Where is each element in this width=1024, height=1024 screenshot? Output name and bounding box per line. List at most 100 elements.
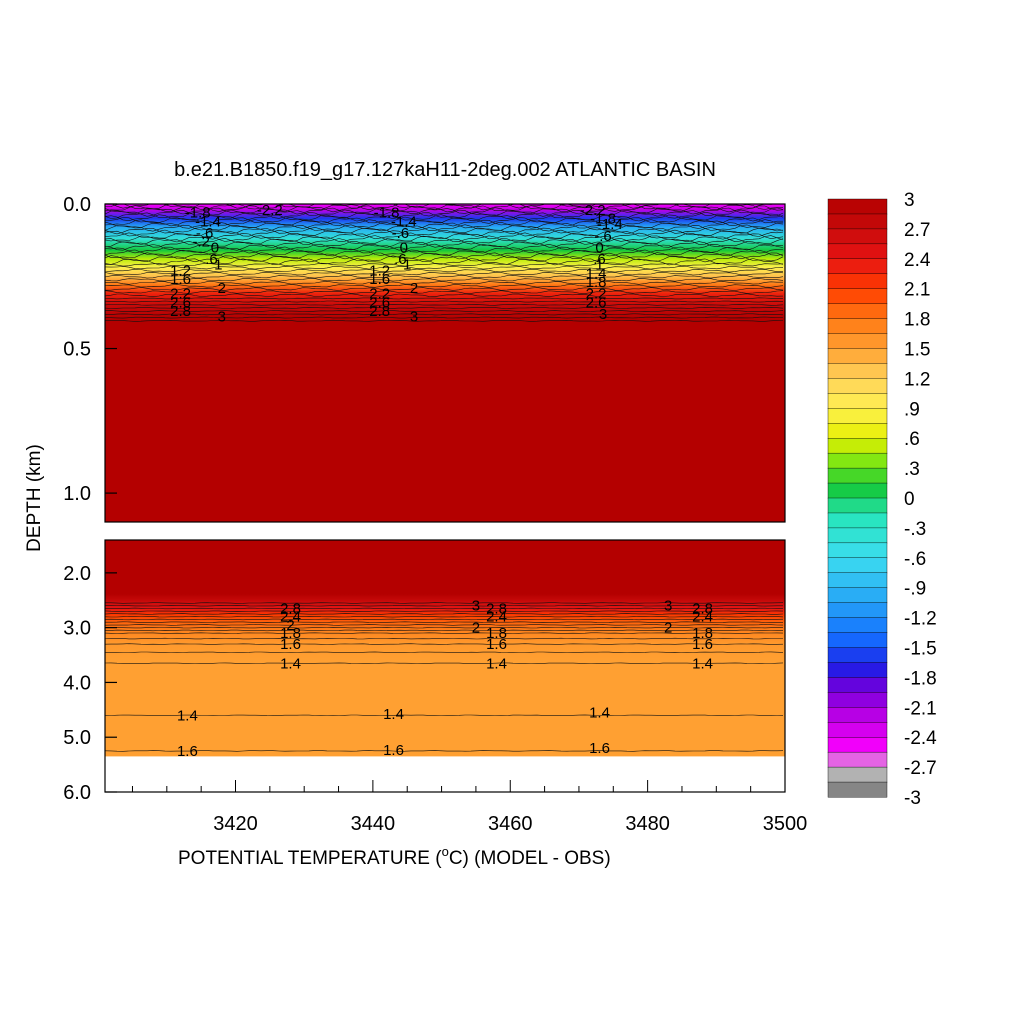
- colorbar-label: 2.7: [904, 220, 930, 241]
- lower-contour-line: [105, 618, 784, 621]
- lower-panel-frame: [104, 539, 786, 793]
- colorbar-band: [827, 647, 888, 663]
- colorbar-label: -1.2: [904, 609, 937, 630]
- upper-contour-line: [105, 214, 784, 222]
- lower-y-tick-label: 6.0: [63, 782, 91, 804]
- upper-contour-line: [105, 207, 784, 215]
- contour-label: -2.2: [580, 202, 606, 219]
- contour-label: -1.4: [597, 216, 623, 233]
- contour-label: 3: [664, 598, 672, 615]
- x-axis-label-unit: C) (MODEL - OBS): [449, 848, 611, 869]
- colorbar-band: [827, 258, 888, 275]
- contour-label: 0: [211, 239, 219, 256]
- lower-contour-line: [105, 637, 783, 640]
- contour-label: -.6: [392, 225, 410, 242]
- upper-contour-line: [105, 310, 784, 313]
- upper-contour-line: [105, 313, 784, 316]
- contour-label: 1.6: [589, 740, 610, 757]
- colorbar-band: [827, 243, 888, 260]
- contour-label: 1.2: [369, 263, 390, 280]
- colorbar-band: [827, 318, 888, 335]
- upper-y-tick-label: 1.0: [63, 483, 91, 505]
- upper-contour-line: [105, 271, 784, 276]
- upper-contour-line: [105, 268, 784, 273]
- contour-label: 2.8: [369, 303, 390, 320]
- lower-y-tick-label: 2.0: [63, 563, 91, 585]
- upper-panel-frame: [104, 203, 786, 523]
- colorbar-label: -1.5: [904, 639, 937, 660]
- upper-contour-line: [105, 209, 784, 217]
- upper-contour-line: [105, 249, 784, 257]
- contour-label: 1: [214, 257, 222, 274]
- colorbar-band: [827, 408, 888, 424]
- upper-contour-labels: -2.2-1.8-1.4-.6-.2 0.611.21.622.22.62.8 3-…: [170, 202, 623, 326]
- contour-label: 3: [599, 306, 607, 323]
- contour-label: -2.2: [257, 202, 283, 219]
- contour-label: 2.2: [170, 286, 191, 303]
- colorbar-label: .3: [904, 459, 920, 480]
- x-axis-label: POTENTIAL TEMPERATURE (oC) (MODEL - OBS): [178, 844, 611, 869]
- lower-contour-lines: [105, 602, 784, 752]
- colorbar-band: [827, 557, 888, 574]
- colorbar-band: [827, 497, 888, 514]
- contour-label: 1.8: [692, 625, 713, 642]
- contour-label: .6: [205, 251, 218, 268]
- colorbar-band: [827, 707, 888, 723]
- contour-label: -1.4: [391, 213, 417, 230]
- upper-contour-line: [105, 280, 783, 285]
- lower-contour-line: [105, 626, 783, 629]
- upper-contour-line: [105, 224, 784, 232]
- upper-contour-line: [105, 316, 783, 319]
- contour-label: 2.6: [586, 294, 607, 311]
- contour-label: 2.8: [486, 601, 507, 618]
- contour-label: -.2: [192, 234, 210, 251]
- contour-label: 1.8: [280, 625, 301, 642]
- colorbar-band: [827, 303, 888, 320]
- lower-contour-line: [105, 662, 784, 664]
- contour-label: 2.6: [170, 294, 191, 311]
- contour-label: -.6: [196, 225, 214, 242]
- contour-label: -1.8: [590, 211, 616, 228]
- colorbar-band: [827, 722, 888, 738]
- contour-label: -1.8: [374, 205, 400, 222]
- lower-contour-line: [105, 605, 783, 607]
- x-tick-label: 3440: [351, 813, 396, 835]
- contour-label: 1.4: [589, 705, 610, 722]
- contour-label: 1: [403, 257, 411, 274]
- upper-contour-line: [105, 255, 784, 263]
- contour-label: .6: [394, 251, 407, 268]
- contour-label: -.6: [594, 228, 612, 245]
- contour-label: 1.4: [280, 655, 301, 672]
- contour-label: 2: [286, 617, 294, 634]
- colorbar-band: [827, 452, 888, 469]
- colorbar-band: [827, 228, 888, 245]
- contour-label: 2.4: [486, 609, 507, 626]
- colorbar-label: 1.5: [904, 340, 930, 361]
- x-axis-label-main: POTENTIAL TEMPERATURE (: [178, 848, 442, 869]
- colorbar-band: [827, 587, 888, 604]
- colorbar-label: -2.1: [904, 698, 937, 719]
- contour-label: 2: [472, 620, 480, 637]
- colorbar-band: [827, 378, 888, 394]
- contour-label: 1.6: [692, 636, 713, 653]
- lower-depth-panel: 2.82.421.81.61.43 2.82.42 1.81.61.43 2.82.4…: [63, 539, 808, 835]
- upper-contour-line: [105, 293, 784, 298]
- colorbar-label: -2.4: [904, 728, 937, 749]
- x-tick-label: 3500: [763, 813, 808, 835]
- colorbar-band: [827, 393, 888, 409]
- upper-contour-line: [105, 262, 784, 267]
- upper-contour-line: [105, 243, 783, 251]
- contour-label: 1: [595, 257, 603, 274]
- contour-label: 1.4: [486, 655, 507, 672]
- upper-y-tick-label: 0.0: [63, 194, 91, 216]
- colorbar-band: [827, 751, 888, 768]
- upper-contour-line: [105, 211, 784, 220]
- contour-label: 1.6: [170, 271, 191, 288]
- lower-y-tick-label: 5.0: [63, 727, 91, 749]
- upper-contour-line: [105, 216, 783, 224]
- colorbar-band: [827, 273, 888, 290]
- colorbar-band: [827, 198, 888, 215]
- colorbar-label: -.9: [904, 579, 926, 600]
- x-tick-label: 3480: [625, 813, 670, 835]
